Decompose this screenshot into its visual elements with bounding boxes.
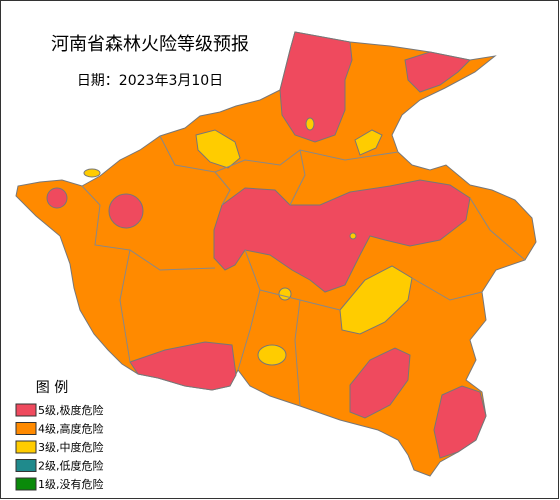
legend-swatch bbox=[15, 403, 37, 417]
legend-label: 5级,极度危险 bbox=[38, 403, 104, 417]
legend-title: 图 例 bbox=[36, 380, 68, 396]
legend-label: 3级,中度危险 bbox=[38, 440, 104, 454]
legend-label: 4级,高度危险 bbox=[38, 422, 104, 436]
legend: 图 例 5级,极度危险 4级,高度危险 3级,中度危险 2级,低度危险 1级,没有危险 bbox=[15, 380, 104, 491]
legend-swatch bbox=[15, 440, 37, 454]
legend-swatch bbox=[15, 477, 37, 491]
city-borders bbox=[81, 135, 526, 407]
map-title: 河南省森林火险等级预报 bbox=[51, 34, 249, 55]
legend-swatch bbox=[15, 422, 37, 435]
legend-label: 1级,没有危险 bbox=[38, 477, 104, 491]
legend-label: 2级,低度危险 bbox=[38, 459, 104, 473]
legend-swatch bbox=[15, 459, 37, 472]
province bbox=[15, 31, 537, 477]
map-date: 日期：2023年3月10日 bbox=[77, 73, 223, 89]
